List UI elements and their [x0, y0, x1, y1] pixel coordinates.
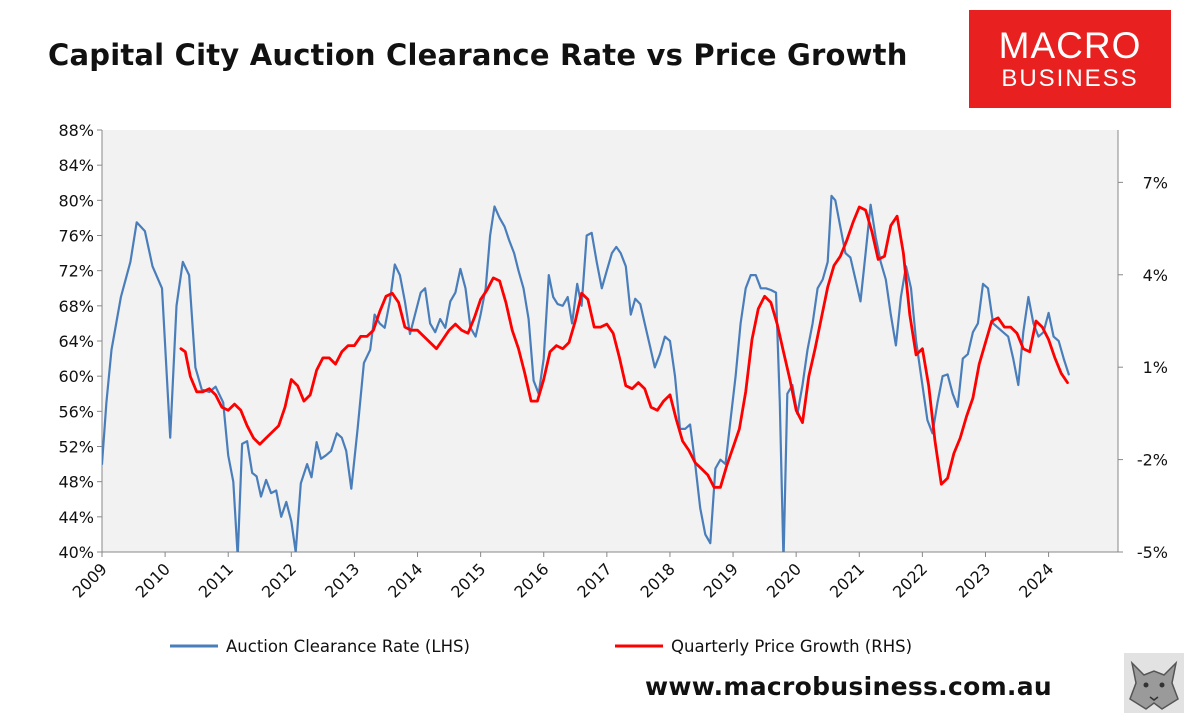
y-right-tick-label: 7%	[1143, 173, 1168, 192]
x-tick-label: 2010	[132, 559, 174, 601]
x-tick-label: 2013	[321, 559, 363, 601]
logo-line-2: BUSINESS	[1001, 65, 1139, 92]
x-tick-label: 2018	[637, 559, 679, 601]
y-right-tick-label: -2%	[1137, 451, 1168, 470]
legend-label: Auction Clearance Rate (LHS)	[226, 637, 470, 656]
y-right-tick-label: 1%	[1143, 358, 1168, 377]
x-tick-label: 2019	[700, 559, 742, 601]
website-url: www.macrobusiness.com.au	[645, 672, 1052, 701]
y-left-tick-label: 64%	[58, 332, 94, 351]
y-left-tick-label: 40%	[58, 543, 94, 562]
series-group	[102, 194, 1070, 552]
x-tick-label: 2011	[195, 559, 237, 601]
x-tick-label: 2023	[952, 559, 994, 601]
x-tick-label: 2014	[384, 559, 426, 601]
macro-business-logo: MACRO BUSINESS	[969, 10, 1171, 108]
series-line-clearance-rate	[102, 194, 1070, 552]
y-left-tick-label: 52%	[58, 438, 94, 457]
y-left-tick-label: 84%	[58, 156, 94, 175]
x-tick-label: 2015	[447, 559, 489, 601]
y-left-tick-label: 56%	[58, 402, 94, 421]
y-left-tick-label: 68%	[58, 297, 94, 316]
y-right-tick-label: -5%	[1137, 543, 1168, 562]
y-left-tick-label: 76%	[58, 227, 94, 246]
logo-line-1: MACRO	[998, 25, 1142, 66]
x-tick-label: 2017	[573, 559, 615, 601]
y-left-tick-label: 88%	[58, 121, 94, 140]
y-right-tick-label: 4%	[1143, 266, 1168, 285]
chart-title: Capital City Auction Clearance Rate vs P…	[48, 38, 908, 72]
y-left-tick-label: 80%	[58, 191, 94, 210]
wolf-logo-icon	[1124, 653, 1184, 713]
plot-area	[102, 130, 1118, 552]
x-tick-label: 2022	[889, 559, 931, 601]
x-tick-label: 2020	[763, 559, 805, 601]
series-line-price-growth	[179, 205, 1069, 489]
x-tick-label: 2012	[258, 559, 300, 601]
x-tick-label: 2009	[69, 559, 111, 601]
x-tick-label: 2021	[826, 559, 868, 601]
x-tick-label: 2024	[1015, 559, 1057, 601]
x-tick-label: 2016	[510, 559, 552, 601]
y-left-tick-label: 44%	[58, 508, 94, 527]
y-left-tick-label: 60%	[58, 367, 94, 386]
y-left-tick-label: 72%	[58, 262, 94, 281]
legend-label: Quarterly Price Growth (RHS)	[671, 637, 912, 656]
y-left-tick-label: 48%	[58, 473, 94, 492]
